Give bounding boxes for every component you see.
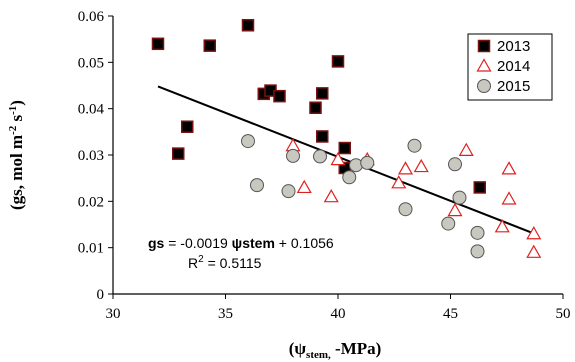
y-ticks: 0 0.01 0.02 0.03 0.04 0.05 0.06: [78, 9, 113, 303]
data-point-2013: [338, 141, 351, 155]
data-point-2014: [323, 188, 339, 203]
data-point-2013: [331, 55, 345, 68]
data-point-2015: [281, 184, 296, 199]
r-squared-label: R2 = 0.5115: [188, 254, 262, 271]
x-ticks: 30 35 40 45 50: [106, 294, 571, 322]
data-point-2013: [241, 19, 255, 32]
y-tick-label: 0.05: [78, 55, 104, 71]
data-point-2014: [501, 191, 517, 205]
data-point-2013: [203, 39, 216, 52]
data-point-2013: [273, 89, 286, 103]
legend: 2013 2014 2015: [467, 33, 553, 101]
x-tick-label: 45: [443, 306, 458, 322]
data-points: [151, 19, 542, 259]
data-point-2013: [151, 37, 165, 51]
data-point-2013: [316, 130, 329, 143]
data-point-2014: [526, 244, 542, 258]
legend-marker-2015: [477, 79, 491, 93]
data-point-2015: [342, 170, 357, 185]
x-tick-label: 30: [106, 306, 121, 322]
data-point-2014: [330, 151, 346, 166]
data-point-2015: [349, 158, 363, 173]
trendline: [157, 85, 532, 234]
data-point-2013: [172, 147, 185, 160]
data-point-2014: [391, 175, 407, 189]
series-2013: [151, 19, 486, 194]
legend-label-2015: 2015: [497, 78, 530, 95]
x-axis-title: (ψstem, -MPa): [289, 339, 382, 361]
data-point-2014: [526, 226, 542, 240]
data-point-2013: [316, 87, 329, 100]
y-tick-label: 0.02: [78, 194, 104, 210]
data-point-2015: [441, 216, 456, 231]
data-point-2014: [397, 161, 414, 175]
y-tick-label: 0: [97, 287, 105, 303]
x-tick-label: 35: [218, 306, 233, 322]
data-point-2015: [250, 178, 264, 193]
data-point-2014: [413, 158, 429, 173]
data-point-2014: [501, 161, 517, 175]
data-point-2015: [360, 155, 375, 170]
data-point-2014: [458, 142, 474, 156]
y-tick-label: 0.03: [78, 148, 104, 164]
data-point-2015: [470, 225, 485, 240]
data-point-2013: [309, 101, 322, 114]
data-point-2015: [448, 157, 462, 172]
y-axis-title: (gs, mol m-2 s-1): [7, 100, 26, 210]
y-tick-label: 0.04: [78, 102, 105, 118]
data-point-2015: [452, 190, 467, 205]
trendline-group: [157, 85, 532, 234]
data-point-2014: [447, 202, 463, 217]
data-point-2015: [470, 244, 485, 259]
data-point-2015: [398, 202, 413, 217]
legend-marker-2014: [476, 58, 492, 72]
x-tick-label: 50: [556, 306, 571, 322]
series-2015: [241, 134, 485, 259]
data-point-2013: [473, 181, 486, 194]
legend-marker-2013: [477, 39, 491, 53]
y-tick-label: 0.06: [78, 9, 105, 25]
data-point-2015: [313, 149, 327, 164]
x-tick-label: 40: [331, 306, 346, 322]
data-point-2014: [296, 179, 312, 194]
legend-label-2013: 2013: [497, 38, 530, 55]
data-point-2015: [241, 134, 255, 149]
regression-equation: gs = -0.0019 ψstem + 0.1056: [148, 235, 334, 251]
data-point-2015: [286, 148, 300, 163]
y-tick-label: 0.01: [78, 241, 104, 257]
series-2014: [285, 138, 542, 258]
data-point-2013: [181, 120, 194, 133]
legend-label-2014: 2014: [497, 58, 530, 75]
data-point-2015: [407, 138, 422, 153]
data-point-2014: [494, 219, 510, 233]
